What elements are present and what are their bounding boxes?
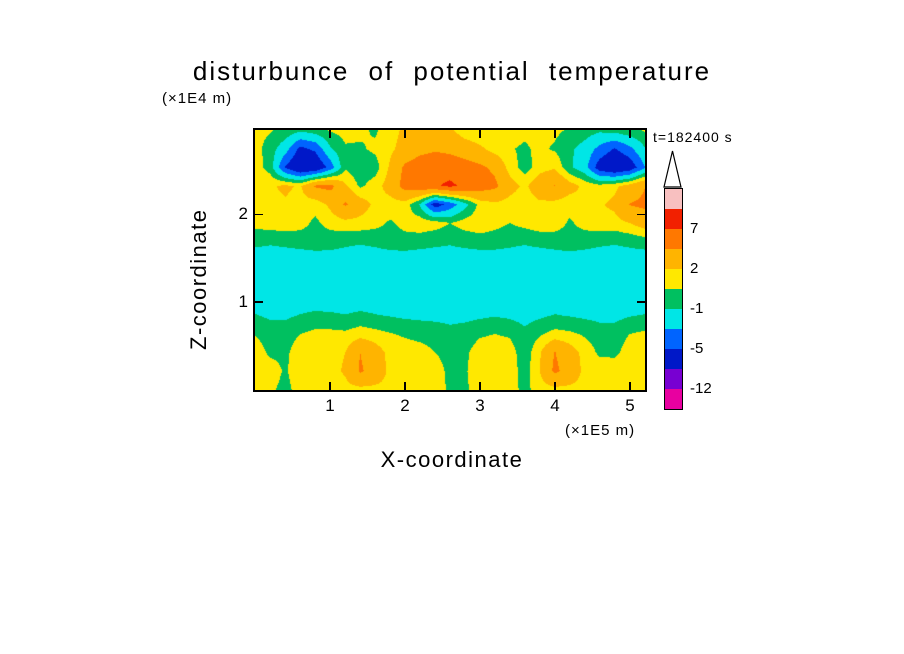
colorbar-segment (665, 189, 682, 209)
x-axis-tick (329, 382, 331, 390)
colorbar-segment (665, 209, 682, 229)
chart-title: disturbunce of potential temperature (192, 56, 712, 86)
colorbar-segment (665, 349, 682, 369)
x-tick-label: 1 (325, 396, 335, 415)
x-axis-label: X-coordinate (380, 447, 524, 472)
y-axis-unit-label: (×1E4 m) (162, 90, 233, 107)
x-axis-tick (629, 382, 631, 390)
z-tick-label: 1 (238, 292, 248, 312)
x-axis-unit-label: (×1E5 m) (565, 422, 636, 439)
colorbar-tick-label: -1 (690, 300, 704, 317)
x-axis-tick (404, 130, 406, 138)
x-tick-label: 5 (625, 396, 635, 415)
colorbar-overflow-arrow-icon (663, 150, 682, 188)
contour-plot (255, 130, 645, 390)
z-axis-tick (637, 213, 645, 216)
z-axis-tick (255, 213, 263, 216)
x-axis-tick (329, 130, 331, 138)
colorbar-segment (665, 369, 682, 389)
x-axis-tick (554, 130, 556, 138)
x-axis-tick (554, 382, 556, 390)
colorbar-tick-label: -12 (690, 380, 712, 397)
colorbar-segment (665, 269, 682, 289)
x-axis-tick (629, 130, 631, 138)
x-axis-tick (404, 382, 406, 390)
colorbar-segment (665, 309, 682, 329)
x-axis-tick (479, 382, 481, 390)
colorbar-segment (665, 249, 682, 269)
colorbar (663, 150, 683, 410)
z-axis-tick (255, 301, 263, 303)
x-tick-label: 4 (550, 396, 560, 415)
plot-area (253, 128, 647, 392)
colorbar-tick-label: 2 (690, 260, 699, 277)
x-tick-label: 3 (475, 396, 485, 415)
colorbar-segment (665, 329, 682, 349)
colorbar-segments (664, 188, 683, 410)
colorbar-segment (665, 389, 682, 409)
x-tick-label: 2 (400, 396, 410, 415)
x-axis-tick (479, 130, 481, 138)
time-label: t=182400 s (653, 129, 733, 145)
colorbar-tick-label: -5 (690, 340, 704, 357)
colorbar-tick-label: 7 (690, 220, 699, 237)
z-axis-tick (637, 301, 645, 303)
z-axis-label: Z-coordinate (186, 208, 211, 350)
colorbar-segment (665, 229, 682, 249)
colorbar-segment (665, 289, 682, 309)
z-tick-label: 2 (238, 204, 248, 224)
